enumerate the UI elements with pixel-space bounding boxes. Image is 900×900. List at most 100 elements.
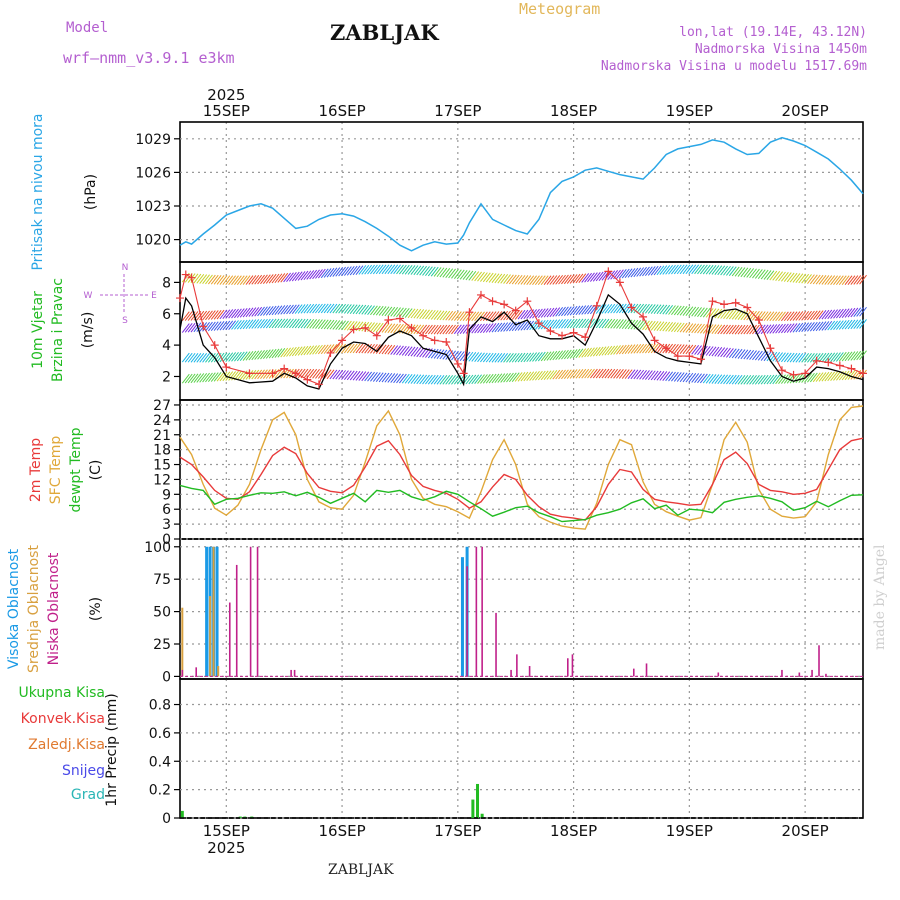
wind-direction-arrow — [757, 324, 766, 335]
wind-direction-arrow — [416, 265, 425, 276]
wind-direction-arrow — [789, 272, 798, 283]
wind-direction-arrow — [838, 308, 847, 319]
wind-direction-arrow — [257, 349, 265, 360]
wind-direction-arrow — [511, 274, 520, 285]
wind-direction-arrow — [280, 272, 289, 283]
wind-direction-arrow — [595, 368, 604, 379]
wind-direction-arrow — [786, 352, 795, 363]
wind-direction-arrow — [662, 304, 671, 315]
wind-direction-arrow — [824, 309, 833, 320]
wind-direction-arrow — [228, 371, 237, 381]
compass-west: W — [84, 291, 93, 301]
wind-direction-arrow — [317, 344, 326, 355]
wind-direction-arrow — [633, 344, 642, 354]
wind-direction-arrow — [711, 324, 720, 335]
wind-direction-arrow — [387, 373, 396, 383]
wind-direction-arrow — [847, 275, 856, 285]
wind-direction-arrow — [520, 320, 529, 331]
wind-direction-arrow — [749, 375, 757, 385]
wind-direction-arrow — [514, 352, 523, 363]
wind-direction-arrow — [558, 306, 566, 317]
sfc-temp-line — [179, 405, 864, 530]
wind-direction-arrow — [297, 368, 306, 379]
wind-direction-arrow — [338, 266, 346, 277]
wind-direction-arrow — [740, 310, 749, 321]
wind-gust-marker — [615, 278, 624, 287]
wind-direction-arrow — [413, 347, 422, 357]
wind-gust-marker — [777, 366, 786, 375]
cloud-bar-niska — [228, 602, 231, 677]
wind-direction-arrow — [482, 311, 491, 322]
wind-direction-arrow — [228, 308, 237, 319]
wind-direction-arrow — [598, 368, 607, 379]
wind-direction-arrow — [219, 352, 228, 363]
wind-direction-arrow — [540, 308, 549, 318]
wind-direction-arrow — [795, 352, 804, 363]
wind-direction-arrow — [378, 372, 387, 383]
wind-direction-arrow — [254, 369, 263, 380]
wind-direction-arrow — [520, 309, 529, 320]
precip-legend-item: Snijeg — [62, 763, 105, 779]
wind-gust-marker — [801, 369, 810, 378]
wind-direction-arrow — [743, 349, 752, 360]
top-day-label: 19SEP — [666, 102, 713, 120]
wind-direction-arrow — [563, 349, 572, 360]
wind-direction-arrow — [358, 321, 367, 332]
wind-direction-arrow — [439, 375, 448, 385]
wind-direction-arrow — [375, 344, 384, 354]
wind-direction-arrow — [427, 348, 436, 359]
wind-direction-arrow — [601, 318, 610, 329]
wind-direction-arrow — [749, 268, 757, 279]
wind-direction-arrow — [419, 265, 428, 276]
wind-gust-marker — [812, 356, 821, 365]
wind-direction-arrow — [477, 352, 485, 363]
wind-direction-arrow — [859, 350, 867, 360]
wind-direction-arrow — [584, 318, 592, 329]
wind-direction-arrow — [592, 368, 601, 379]
wind-direction-arrow — [853, 319, 862, 329]
wind-direction-arrow — [419, 309, 428, 319]
wind-direction-arrow — [752, 268, 760, 279]
wind-direction-arrow — [436, 324, 445, 335]
wind-direction-arrow — [601, 368, 610, 379]
wind-direction-arrow — [584, 304, 592, 315]
wind-direction-arrow — [778, 323, 786, 334]
wind-direction-arrow — [682, 323, 691, 333]
wind-direction-arrow — [627, 369, 636, 380]
wind-direction-arrow — [265, 274, 274, 284]
wind-direction-arrow — [251, 319, 260, 329]
wind-direction-arrow — [798, 311, 807, 321]
wind-direction-arrow — [474, 352, 483, 362]
wind-direction-arrow — [248, 307, 257, 317]
precip-legend-item: Konvek.Kisa — [21, 711, 105, 727]
wind-direction-arrow — [804, 274, 812, 284]
wind-gust-marker — [500, 300, 509, 309]
wind-direction-arrow — [708, 324, 717, 334]
wind-direction-arrow — [534, 308, 543, 319]
wind-direction-arrow — [552, 350, 561, 361]
wind-direction-arrow — [757, 269, 766, 280]
wind-direction-arrow — [691, 373, 700, 383]
wind-direction-arrow — [653, 321, 662, 331]
wind-direction-arrow — [543, 351, 552, 361]
y-tick-label: 25 — [153, 637, 171, 653]
wind-direction-arrow — [271, 305, 280, 316]
cloud-bar-niska — [290, 669, 292, 677]
wind-direction-arrow — [529, 275, 537, 286]
wind-gust-marker — [268, 369, 277, 378]
wind-direction-arrow — [199, 274, 208, 284]
wind-direction-arrow — [728, 374, 737, 385]
wind-gust-marker — [199, 322, 208, 331]
wind-direction-arrow — [589, 272, 598, 282]
wind-direction-arrow — [248, 350, 257, 361]
wind-direction-arrow — [801, 353, 810, 363]
wind-gust-marker — [789, 370, 798, 379]
wind-direction-arrow — [216, 371, 225, 382]
wind-direction-arrow — [280, 347, 289, 358]
wind-direction-arrow — [277, 305, 286, 315]
wind-direction-arrow — [430, 310, 439, 320]
wind-direction-arrow — [830, 352, 838, 363]
wind-gust-marker — [696, 355, 705, 364]
wind-direction-arrow — [471, 323, 480, 334]
